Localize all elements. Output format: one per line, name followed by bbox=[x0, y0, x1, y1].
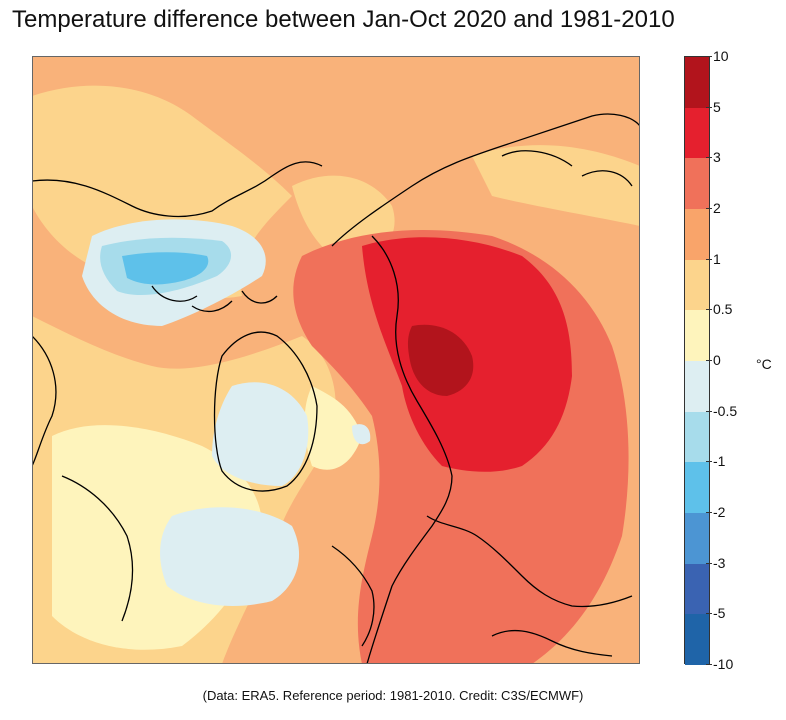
map-frame bbox=[32, 56, 640, 664]
temperature-anomaly-map bbox=[32, 56, 640, 664]
colorbar-tick-label: 1 bbox=[713, 250, 721, 267]
colorbar-tick bbox=[706, 106, 712, 108]
colorbar-tick bbox=[706, 461, 712, 463]
colorbar-bin bbox=[685, 513, 709, 565]
colorbar-bin bbox=[685, 361, 709, 413]
colorbar-tick-label: -5 bbox=[713, 605, 726, 622]
colorbar-tick bbox=[706, 562, 712, 564]
coastline-siberia-europe bbox=[366, 235, 453, 664]
colorbar-tick-label: 0.5 bbox=[713, 301, 733, 318]
colorbar-tick-label: -3 bbox=[713, 554, 726, 571]
coastline-canadian-archipelago bbox=[151, 285, 278, 313]
coastline-scandinavia bbox=[426, 515, 633, 608]
colorbar-bin bbox=[685, 158, 709, 210]
colorbar-tick bbox=[706, 410, 712, 412]
anomaly-region--1to-2-canada bbox=[122, 252, 209, 285]
colorbar-tick bbox=[706, 157, 712, 159]
coastline-pacific-west bbox=[32, 335, 57, 467]
coastline-north-asia bbox=[331, 113, 640, 247]
coastline-uk bbox=[331, 545, 375, 647]
map-title: Temperature difference between Jan-Oct 2… bbox=[12, 6, 675, 33]
colorbar-bin bbox=[685, 107, 709, 159]
anomaly-region-0.5to0-arctic bbox=[304, 386, 362, 470]
colorbar-tick bbox=[706, 309, 712, 311]
anomaly-region-0to-0.5-atlantic bbox=[160, 507, 300, 606]
anomaly-region-1to0.5-east bbox=[472, 145, 640, 226]
colorbar-tick-label: 2 bbox=[713, 200, 721, 216]
colorbar-tick bbox=[706, 258, 712, 260]
colorbar-bin bbox=[685, 411, 709, 463]
coastline-north-america-east bbox=[61, 475, 134, 622]
colorbar-bin bbox=[685, 57, 709, 109]
colorbar-bin bbox=[685, 209, 709, 261]
colorbar-unit-label: °C bbox=[756, 356, 772, 372]
colorbar-tick bbox=[706, 56, 712, 57]
colorbar-tick-label: 0 bbox=[713, 352, 721, 368]
coastline-greenland bbox=[213, 331, 318, 492]
colorbar-bin bbox=[685, 462, 709, 514]
anomaly-region-0to-0.5-greenland bbox=[212, 382, 309, 486]
coastline-far-east bbox=[501, 150, 633, 187]
colorbar-tick-label: 10 bbox=[713, 48, 729, 64]
colorbar-tick-label: -2 bbox=[713, 504, 726, 520]
colorbar-tick bbox=[706, 664, 712, 665]
colorbar-tick-label: 3 bbox=[713, 149, 721, 166]
colorbar-tick bbox=[706, 360, 712, 361]
coastline-mediterranean bbox=[491, 629, 613, 657]
coastline-alaska bbox=[32, 161, 323, 218]
colorbar-bin bbox=[685, 310, 709, 362]
colorbar-tick-label: 5 bbox=[713, 98, 721, 115]
colorbar-bin bbox=[685, 259, 709, 311]
anomaly-region-10to5-siberia bbox=[407, 324, 474, 396]
colorbar-tick-label: -1 bbox=[713, 453, 726, 470]
colorbar-tick bbox=[706, 208, 712, 209]
colorbar-tick bbox=[706, 613, 712, 615]
colorbar-bin bbox=[685, 563, 709, 615]
data-credit: (Data: ERA5. Reference period: 1981-2010… bbox=[202, 688, 584, 703]
colorbar-tick-label: -0.5 bbox=[713, 402, 738, 419]
colorbar-bin bbox=[685, 614, 709, 666]
colorbar-tick-label: -10 bbox=[713, 656, 734, 672]
coastlines bbox=[32, 113, 640, 664]
map-canvas bbox=[32, 56, 640, 664]
anomaly-region-0to-0.5-iceland bbox=[352, 424, 371, 445]
colorbar-tick bbox=[706, 512, 712, 513]
